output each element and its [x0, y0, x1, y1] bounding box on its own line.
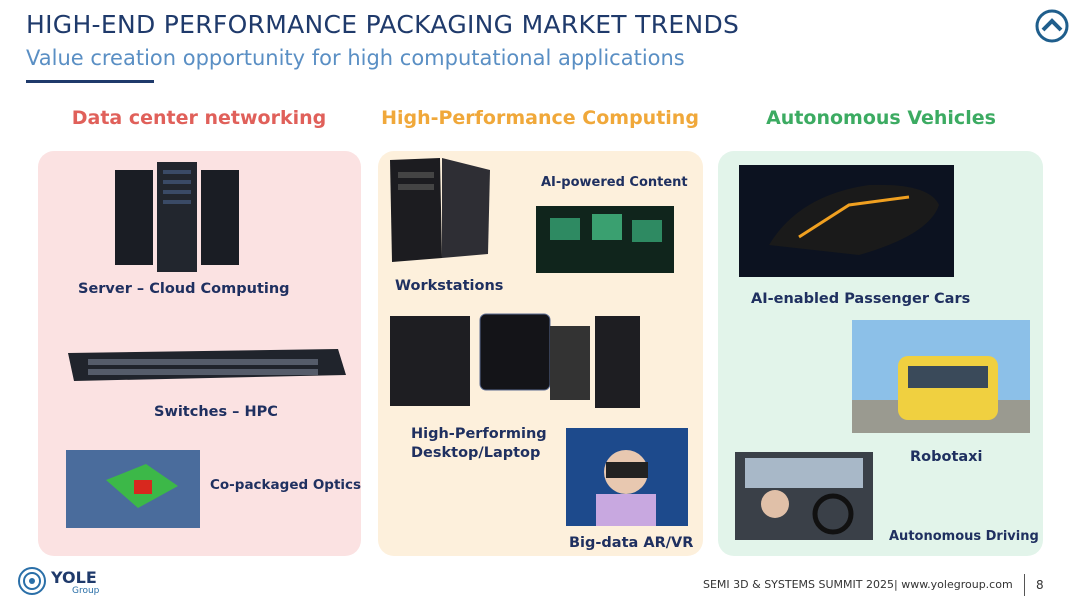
footer-text: SEMI 3D & SYSTEMS SUMMIT 2025| www.yoleg… [703, 578, 1013, 591]
item-label: AI-powered Content [541, 175, 688, 190]
item-label: AI-enabled Passenger Cars [751, 291, 971, 307]
item-label: Big-data AR/VR [569, 535, 694, 551]
item-label: Robotaxi [910, 449, 983, 465]
logo-subtext: Group [72, 586, 100, 596]
car-image [739, 165, 954, 277]
item-label: Co-packaged Optics [210, 477, 362, 493]
desktop-image [390, 313, 640, 408]
switch-image [68, 349, 346, 381]
arvr-image [566, 428, 688, 526]
item-label: Autonomous Driving [889, 529, 1039, 544]
footer-divider [1024, 574, 1025, 596]
optics-image [66, 450, 200, 528]
autonomous-driving-image [735, 452, 873, 540]
item-label: Workstations [395, 278, 504, 294]
column-heading: High-Performance Computing [381, 107, 699, 129]
title: HIGH-END PERFORMANCE PACKAGING MARKET TR… [26, 10, 740, 39]
item-label: Switches – HPC [154, 404, 278, 420]
subtitle: Value creation opportunity for high comp… [26, 46, 685, 70]
workstation-image [390, 158, 490, 262]
item-label: Server – Cloud Computing [78, 281, 290, 297]
robotaxi-image [852, 320, 1030, 433]
server-image [115, 162, 239, 272]
nav-up-icon[interactable] [1034, 8, 1070, 44]
logo-text: YOLE [51, 568, 97, 587]
item-label: High-Performing Desktop/Laptop [411, 426, 547, 461]
logo-mark [18, 567, 46, 595]
page-number: 8 [1036, 578, 1044, 592]
column-heading: Autonomous Vehicles [766, 107, 996, 129]
title-rule [26, 80, 154, 83]
ai-content-image [536, 206, 674, 273]
column-heading: Data center networking [71, 107, 327, 129]
